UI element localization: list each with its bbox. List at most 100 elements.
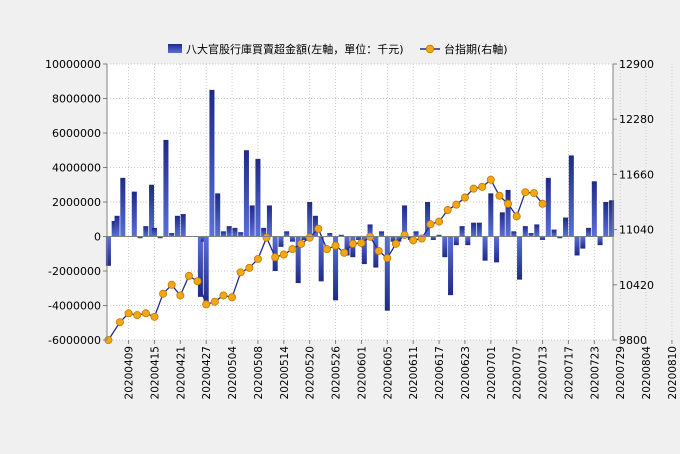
line-point	[435, 217, 444, 226]
line-point	[133, 311, 142, 320]
x-tick-label: 20200508	[253, 346, 265, 399]
line-point	[253, 254, 262, 263]
legend-bar-swatch	[168, 44, 182, 53]
x-tick-label: 20200713	[538, 346, 550, 399]
line-point	[288, 245, 297, 254]
line-point	[297, 239, 306, 248]
bar	[295, 236, 301, 284]
line-point	[340, 248, 349, 257]
legend-bar-label: 八大官股行庫買賣超金額(左軸，單位：千元)	[186, 42, 404, 56]
x-tick-label: 20200605	[382, 346, 394, 399]
line-point	[374, 246, 383, 255]
line-point	[159, 289, 168, 298]
bar	[226, 226, 232, 237]
bar	[266, 205, 272, 237]
line-point	[262, 233, 271, 242]
bar	[603, 202, 609, 237]
bar	[367, 224, 373, 237]
x-tick-label: 20200617	[434, 346, 446, 399]
bar	[114, 215, 120, 237]
bar	[442, 236, 448, 258]
x-tick-label: 20200504	[227, 346, 239, 400]
line-point	[529, 189, 538, 198]
bar	[197, 236, 203, 297]
bar	[494, 236, 500, 263]
x-tick-label: 20200601	[356, 346, 368, 399]
gridlines	[107, 63, 673, 341]
y-left-tick-label: 8000000	[52, 93, 101, 106]
line-point	[409, 236, 418, 245]
line-point	[150, 312, 159, 321]
bar	[149, 184, 155, 237]
line-point	[322, 245, 331, 254]
line-point	[115, 318, 124, 327]
bar	[448, 236, 454, 296]
bar	[289, 236, 295, 242]
bar	[580, 236, 586, 249]
y-right-tick-label: 12900	[619, 58, 654, 71]
line-point	[202, 300, 211, 309]
line-point	[219, 291, 228, 300]
bar	[120, 177, 126, 237]
line-point	[167, 280, 176, 289]
line-point	[331, 241, 340, 250]
bar	[609, 200, 615, 237]
bar	[568, 155, 574, 237]
bar	[499, 212, 505, 237]
bar	[453, 236, 459, 246]
line-point	[210, 297, 219, 306]
line-point	[314, 224, 323, 233]
line-point	[193, 277, 202, 286]
bar	[396, 236, 402, 242]
line-point	[271, 253, 280, 262]
bar	[540, 236, 546, 240]
bar	[522, 226, 528, 237]
line-point	[443, 206, 452, 215]
bar	[220, 231, 226, 237]
bar	[436, 234, 442, 237]
bar	[284, 231, 290, 237]
line-point	[538, 199, 547, 208]
bar	[557, 236, 563, 239]
bar	[586, 227, 592, 237]
y-left-tick-label: -4000000	[48, 300, 101, 313]
legend-line-label: 台指期(右軸)	[444, 42, 508, 56]
bar	[307, 202, 313, 237]
bar	[505, 189, 511, 237]
y-right-tick-label: 11660	[619, 168, 654, 181]
line-point	[176, 291, 185, 300]
x-tick-label: 20200804	[641, 346, 653, 400]
axes: 10000000 8000000 6000000 4000000 2000000 0 -20…	[45, 58, 679, 399]
bar	[402, 205, 408, 237]
legend: 八大官股行庫買賣超金額(左軸，單位：千元) 台指期(右軸)	[168, 42, 508, 56]
line-point	[305, 233, 314, 242]
x-tick-label: 20200526	[331, 346, 343, 400]
bar	[163, 139, 169, 237]
line-point	[400, 230, 409, 239]
line-point	[236, 268, 245, 277]
x-tick-label: 20200701	[486, 346, 498, 399]
y-left-tick-label: 4000000	[52, 162, 101, 175]
x-tick-label: 20200717	[563, 346, 575, 399]
line-point	[348, 239, 357, 248]
x-tick-label: 20200520	[305, 346, 317, 399]
line-point	[228, 293, 237, 302]
x-tick-label: 20200723	[589, 346, 601, 399]
line-point	[452, 200, 461, 209]
line-point	[245, 263, 254, 272]
bar	[232, 227, 238, 237]
bar	[238, 232, 244, 237]
line-point	[279, 250, 288, 259]
bar	[318, 236, 324, 282]
bar	[356, 236, 362, 240]
line-point	[124, 309, 133, 318]
bar	[143, 226, 149, 237]
line-point	[495, 191, 504, 200]
bar	[465, 236, 471, 246]
y-right-tick-label: 9800	[619, 334, 647, 347]
bar	[379, 231, 385, 237]
bar	[261, 227, 267, 237]
bar	[384, 236, 390, 311]
